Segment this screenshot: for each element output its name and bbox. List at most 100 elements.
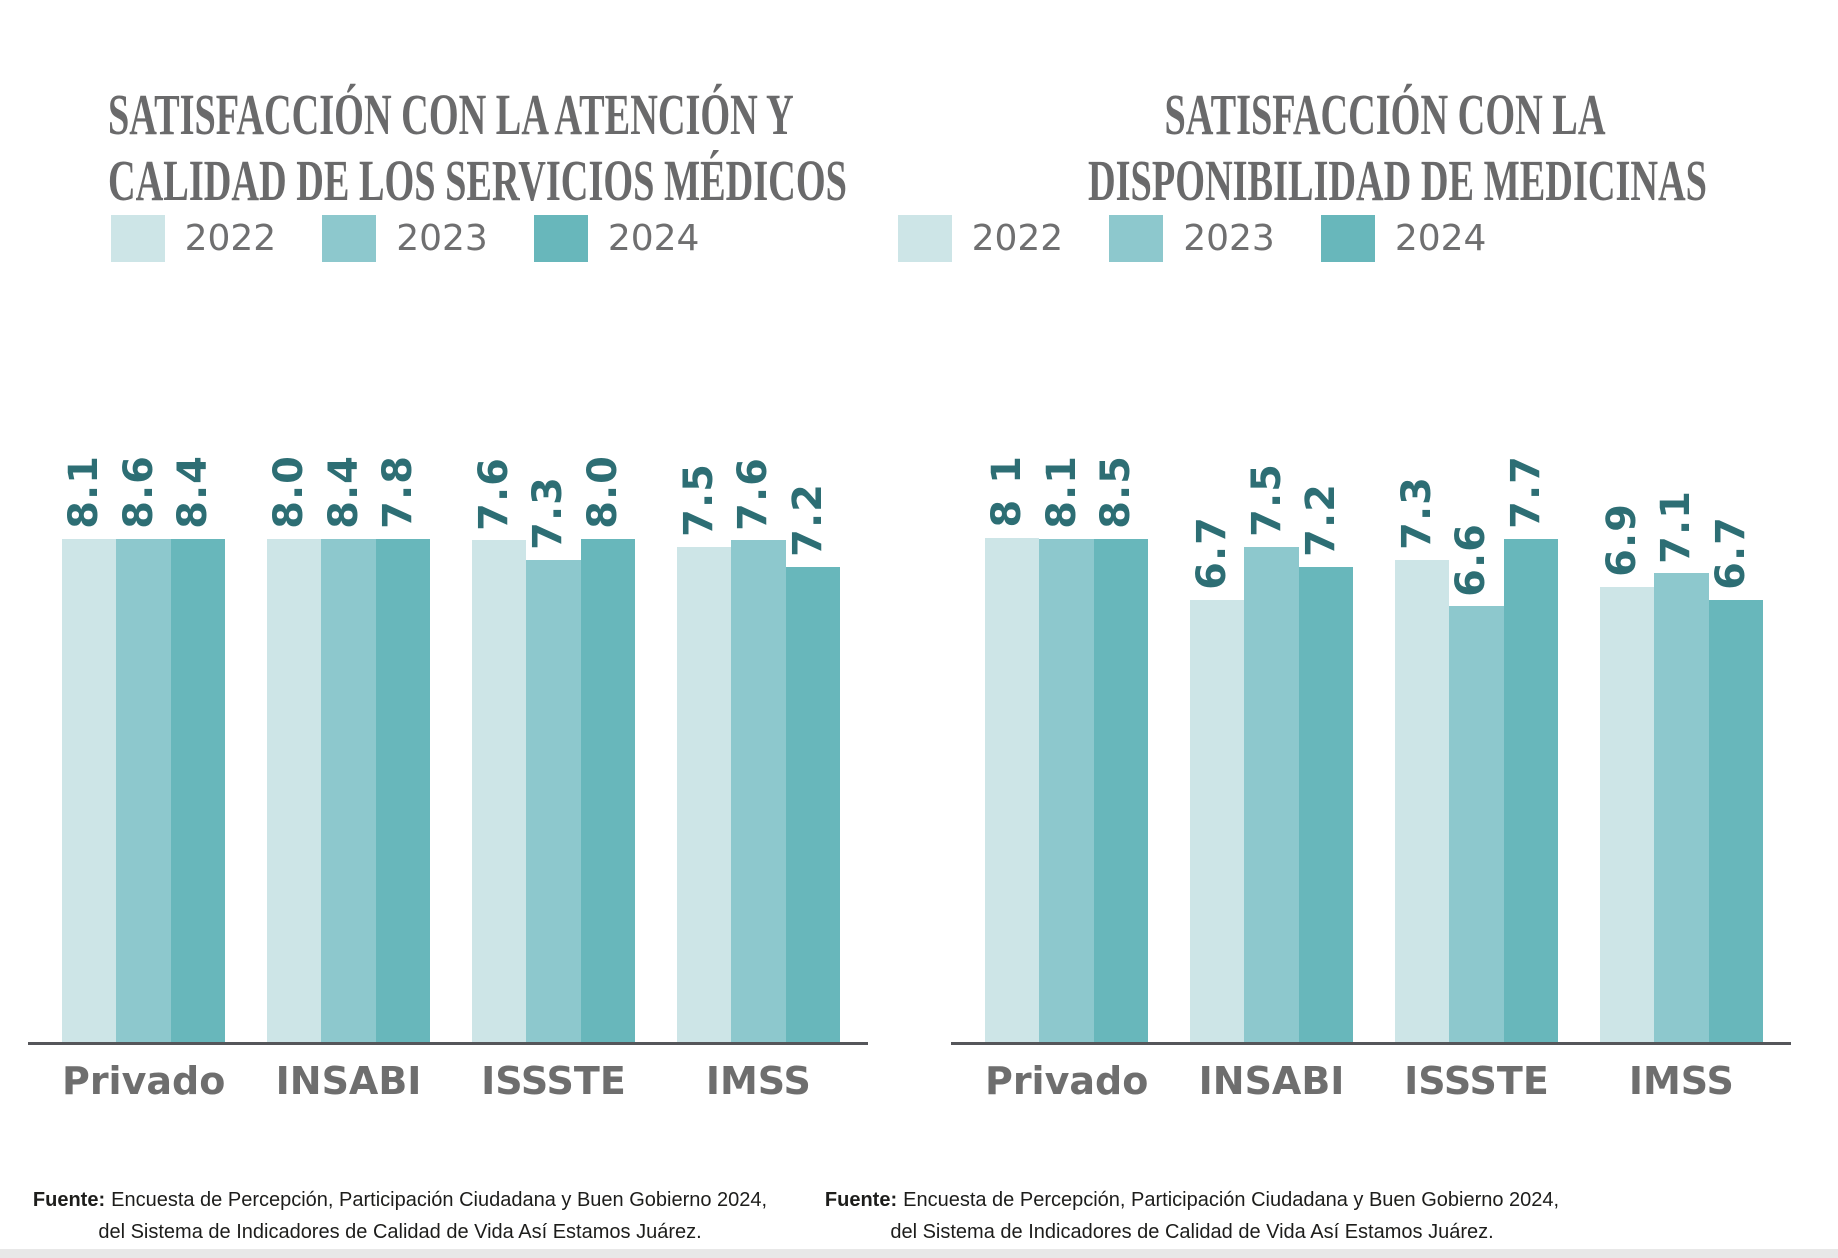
source-label: Fuente: xyxy=(32,1189,106,1211)
bar-insabi-2022: 6.7 xyxy=(1189,455,1245,1042)
page-bottom-edge xyxy=(0,1249,1838,1258)
legend-label: 2023 xyxy=(1183,218,1275,259)
bar-rect xyxy=(471,540,527,1042)
category-label: IMSS xyxy=(1628,1059,1734,1103)
bar-rect xyxy=(1189,599,1245,1042)
bar-rect xyxy=(1093,538,1149,1042)
category-label: ISSSTE xyxy=(1404,1059,1549,1103)
legend-swatch-2023 xyxy=(322,215,377,262)
legend-item-2024: 2024 xyxy=(533,215,700,262)
bar-value-label: 6.7 xyxy=(1707,515,1754,590)
legend-swatch-2023 xyxy=(1109,215,1164,262)
bar-insabi-2024: 7.8 xyxy=(374,455,431,1042)
legend-item-2023: 2023 xyxy=(322,215,488,262)
legend-label: 2023 xyxy=(396,218,488,259)
bar-value-label: 8.4 xyxy=(170,455,217,529)
bar-rect xyxy=(1039,538,1094,1042)
bar-issste-2023: 6.6 xyxy=(1448,455,1504,1042)
bar-insabi-2024: 7.2 xyxy=(1297,455,1354,1042)
bar-rect xyxy=(170,538,226,1042)
bar-value-label: 7.7 xyxy=(1502,455,1549,529)
bar-value-label: 7.6 xyxy=(730,456,777,531)
legend-label: 2022 xyxy=(971,218,1064,259)
bar-group-imss: 7.5 7.6 7.2 IMSS xyxy=(675,455,840,1103)
bar-issste-2024: 8.0 xyxy=(579,455,636,1042)
bar-value-label: 7.2 xyxy=(784,482,831,557)
bar-rect xyxy=(785,566,840,1042)
category-label: Privado xyxy=(984,1059,1149,1103)
legend-right: 2022 2023 2024 xyxy=(742,215,1642,262)
source-note-left: Fuente: Encuesta de Percepción, Participa… xyxy=(30,1184,770,1248)
source-text: Encuesta de Percepción, Participación Ci… xyxy=(98,1189,768,1243)
source-note-right: Fuente: Encuesta de Percepción, Participa… xyxy=(822,1184,1562,1248)
bar-value-label: 7.6 xyxy=(471,456,518,531)
bar-value-label: 7.5 xyxy=(675,463,722,537)
bar-value-label: 8.5 xyxy=(1093,455,1140,529)
title-line-1: SATISFACCIÓN CON LA xyxy=(1164,82,1606,147)
title-line-1: SATISFACCIÓN CON LA ATENCIÓN Y xyxy=(108,82,794,147)
bar-value-label: 6.6 xyxy=(1448,522,1495,597)
bar-plot-left: 8.1 8.6 8.4 Privado 8.0 8.4 7.8 INSABI 7.6 7.3 8.0… xyxy=(28,455,868,1103)
chart-title-left: SATISFACCIÓN CON LA ATENCIÓN Y CALIDAD D… xyxy=(0,82,855,214)
bar-value-label: 7.8 xyxy=(374,455,421,529)
bar-imss-2024: 6.7 xyxy=(1707,455,1763,1042)
bar-privado-2023: 8.1 xyxy=(1039,455,1094,1042)
legend-swatch-2024 xyxy=(1320,215,1375,262)
source-text: Encuesta de Percepción, Participación Ci… xyxy=(890,1189,1560,1243)
bar-rect xyxy=(1298,566,1354,1042)
legend-item-2022: 2022 xyxy=(897,215,1064,262)
bar-rect xyxy=(62,538,117,1042)
category-label: ISSSTE xyxy=(481,1059,626,1103)
legend-item-2022: 2022 xyxy=(110,215,276,262)
bar-imss-2023: 7.6 xyxy=(730,455,786,1042)
title-line-2: CALIDAD DE LOS SERVICIOS MÉDICOS xyxy=(108,148,847,213)
bar-privado-2022: 8 1 xyxy=(984,455,1040,1042)
category-label: INSABI xyxy=(275,1059,422,1103)
bar-rect xyxy=(526,560,581,1042)
legend-swatch-2022 xyxy=(110,215,165,262)
bar-value-label: 6.7 xyxy=(1189,515,1236,590)
legend-label: 2024 xyxy=(607,218,700,259)
bar-rect xyxy=(375,538,431,1042)
bar-insabi-2022: 8.0 xyxy=(266,455,322,1042)
legend-label: 2024 xyxy=(1394,218,1487,259)
bar-privado-2022: 8.1 xyxy=(61,455,117,1042)
bar-rect xyxy=(1654,573,1709,1042)
category-label: INSABI xyxy=(1198,1059,1345,1103)
bar-rect xyxy=(731,540,786,1042)
bar-rect xyxy=(1599,586,1655,1042)
bar-value-label: 7.3 xyxy=(1394,476,1441,551)
bar-group-privado: 8.1 8.6 8.4 Privado xyxy=(61,455,226,1103)
bar-insabi-2023: 8.4 xyxy=(321,455,376,1042)
legend-left: 2022 2023 2024 xyxy=(0,215,855,262)
bar-issste-2024: 7.7 xyxy=(1502,455,1559,1042)
bar-issste-2023: 7.3 xyxy=(525,455,581,1042)
bar-value-label: 8.1 xyxy=(61,455,108,529)
bar-group-privado: 8 1 8.1 8.5 Privado xyxy=(984,455,1149,1103)
title-line-2: DISPONIBILIDAD DE MEDICINAS xyxy=(1088,148,1707,213)
bar-value-label: 8.0 xyxy=(266,455,313,529)
bar-rect xyxy=(321,538,376,1042)
bar-rect xyxy=(1244,547,1299,1042)
bar-value-label: 7.3 xyxy=(525,476,572,551)
bar-group-insabi: 8.0 8.4 7.8 INSABI xyxy=(266,455,431,1103)
bar-group-insabi: 6.7 7.5 7.2 INSABI xyxy=(1189,455,1354,1103)
bar-value-label: 7.2 xyxy=(1297,482,1344,557)
chart-title-right: SATISFACCIÓN CON LA DISPONIBILIDAD DE ME… xyxy=(935,82,1835,214)
source-label: Fuente: xyxy=(824,1189,898,1211)
legend-swatch-2024 xyxy=(533,215,588,262)
bar-rect xyxy=(985,537,1040,1042)
category-label: Privado xyxy=(61,1059,226,1103)
bar-issste-2022: 7.3 xyxy=(1394,455,1450,1042)
bar-value-label: 8.0 xyxy=(579,455,626,529)
bar-value-label: 8 1 xyxy=(984,455,1031,528)
bar-imss-2022: 6.9 xyxy=(1599,455,1655,1042)
bar-rect xyxy=(580,538,636,1042)
bar-rect xyxy=(116,538,171,1042)
bar-imss-2022: 7.5 xyxy=(675,455,732,1042)
bar-imss-2024: 7.2 xyxy=(784,455,840,1042)
bar-group-imss: 6.9 7.1 6.7 IMSS xyxy=(1599,455,1763,1103)
bar-imss-2023: 7.1 xyxy=(1653,455,1709,1042)
legend-item-2024: 2024 xyxy=(1320,215,1487,262)
